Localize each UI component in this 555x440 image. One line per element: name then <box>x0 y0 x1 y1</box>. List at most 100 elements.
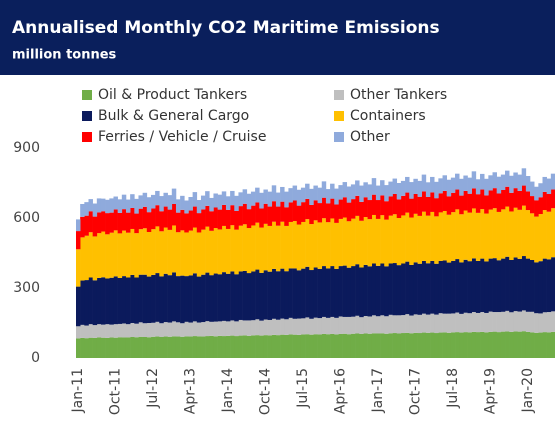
bar-segment <box>380 215 385 264</box>
bar-segment <box>342 197 348 218</box>
bar-segment <box>550 208 555 258</box>
bar-segment <box>475 332 481 358</box>
bar-segment <box>392 333 398 358</box>
bar-segment <box>100 277 106 325</box>
bar-segment <box>375 265 381 317</box>
bar-segment <box>184 200 189 214</box>
bar-segment <box>192 206 198 228</box>
bar-segment <box>363 316 368 334</box>
bar-segment <box>76 219 81 232</box>
bar-segment <box>446 179 452 197</box>
bar-segment <box>230 271 235 321</box>
bar-segment <box>330 183 335 199</box>
bar-segment <box>205 272 210 322</box>
bar-segment <box>334 317 339 335</box>
bar-segment <box>109 232 114 278</box>
bar-segment <box>96 277 102 325</box>
bar-segment <box>296 334 302 358</box>
bar-segment <box>396 265 402 316</box>
bar-segment <box>88 277 93 325</box>
bar-segment <box>467 177 472 194</box>
bar-segment <box>488 331 493 358</box>
bar-segment <box>259 192 264 209</box>
bar-segment <box>105 337 110 358</box>
bar-segment <box>246 335 252 358</box>
bar-segment <box>496 211 502 261</box>
bar-segment <box>380 263 385 316</box>
bar-segment <box>180 323 185 337</box>
bar-segment <box>242 335 248 358</box>
bar-segment <box>455 312 460 333</box>
bar-segment <box>517 174 522 191</box>
bar-segment <box>371 333 377 358</box>
bar-segment <box>138 274 143 323</box>
bar-segment <box>142 337 148 358</box>
legend-label: Bulk & General Cargo <box>98 108 249 124</box>
bar-segment <box>121 337 127 358</box>
bar-segment <box>155 205 160 227</box>
bar-segment <box>505 256 510 311</box>
bar-segment <box>238 192 243 207</box>
bar-segment <box>542 332 547 358</box>
legend-swatch <box>334 132 344 142</box>
bar-segment <box>450 260 456 314</box>
bar-segment <box>205 321 210 337</box>
bar-segment <box>446 262 452 314</box>
bar-segment <box>288 221 293 269</box>
bar-segment <box>92 325 98 338</box>
bar-segment <box>167 322 173 337</box>
bar-segment <box>125 277 131 325</box>
bar-segment <box>88 324 93 338</box>
bar-segment <box>413 314 418 333</box>
bar-segment <box>134 233 139 278</box>
bar-segment <box>417 215 423 264</box>
bar-segment <box>496 260 502 313</box>
bar-segment <box>188 275 193 323</box>
bar-segment <box>309 224 314 271</box>
bar-segment <box>467 212 472 262</box>
bar-segment <box>225 273 231 322</box>
bar-segment <box>542 176 547 192</box>
bar-segment <box>171 321 177 337</box>
bar-segment <box>438 260 443 314</box>
bar-segment <box>317 187 323 204</box>
bar-segment <box>409 198 414 218</box>
bar-segment <box>521 331 527 358</box>
x-tick-label: Jan-20 <box>520 368 536 413</box>
bar-segment <box>367 184 373 201</box>
bar-segment <box>367 200 373 220</box>
bar-segment <box>167 229 173 276</box>
bar-segment <box>109 212 114 233</box>
bar-segment <box>400 195 406 216</box>
bar-segment <box>225 321 231 336</box>
bar-segment <box>475 260 481 313</box>
bar-segment <box>238 271 243 320</box>
bar-segment <box>213 336 218 358</box>
bar-segment <box>334 204 339 223</box>
bar-segment <box>109 324 114 338</box>
bar-segment <box>259 335 264 358</box>
bar-segment <box>180 230 185 276</box>
bar-segment <box>130 207 135 229</box>
bar-segment <box>309 270 314 319</box>
bar-segment <box>530 213 535 260</box>
bar-segment <box>463 210 468 260</box>
bar-segment <box>188 197 193 211</box>
bar-segment <box>121 209 127 231</box>
bar-segment <box>496 176 502 194</box>
bar-segment <box>159 337 164 358</box>
bar-segment <box>396 183 402 200</box>
bar-segment <box>425 263 431 315</box>
bar-segment <box>505 186 510 207</box>
bar-segment <box>359 333 364 358</box>
bar-segment <box>242 320 248 336</box>
bar-segment <box>155 336 160 358</box>
bar-segment <box>346 186 352 203</box>
bar-segment <box>263 203 268 224</box>
bar-segment <box>259 272 264 321</box>
bar-segment <box>371 194 377 215</box>
bar-segment <box>534 262 539 314</box>
bar-segment <box>296 189 302 206</box>
bar-segment <box>271 201 277 222</box>
bar-segment <box>455 209 460 260</box>
